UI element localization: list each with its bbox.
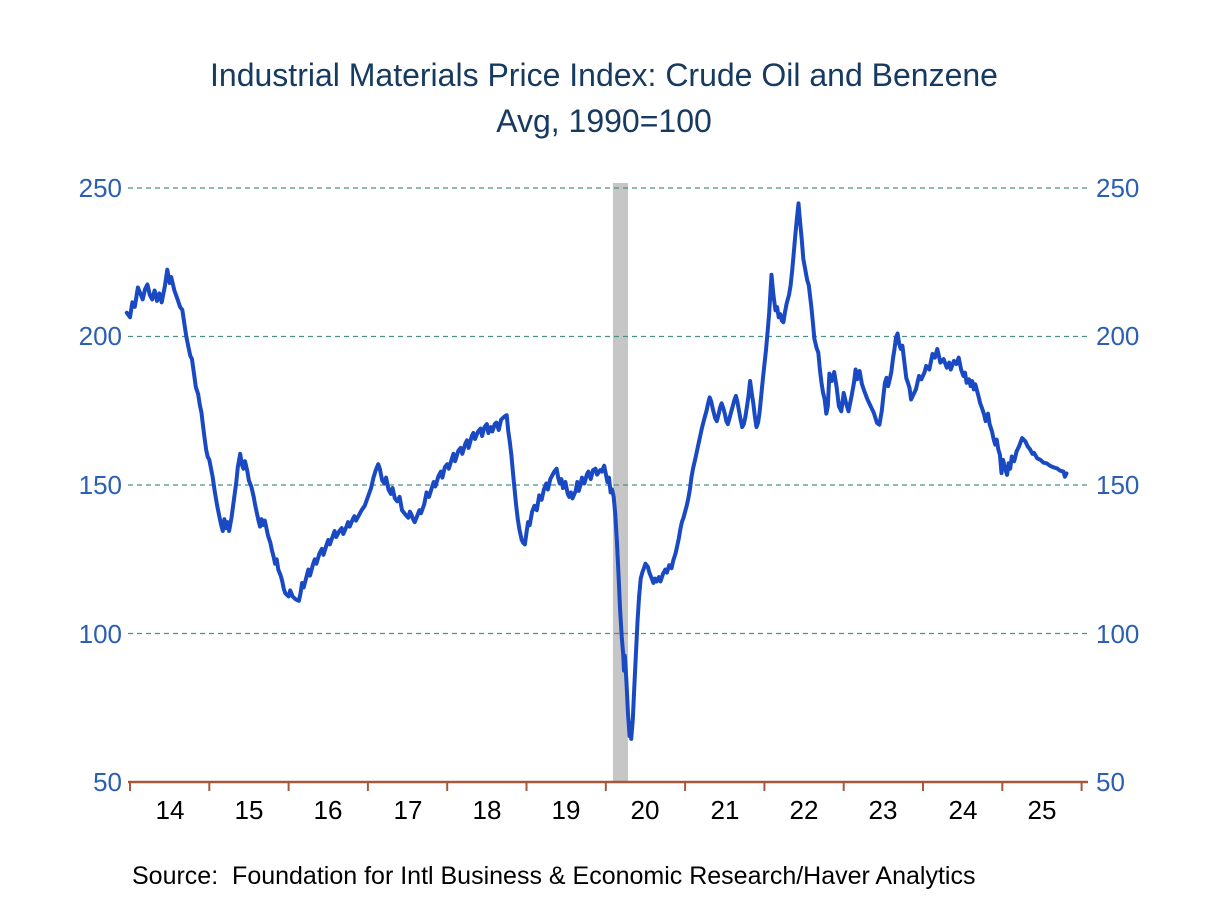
chart-title-line1: Industrial Materials Price Index: Crude … (210, 57, 998, 93)
x-axis-label-21: 21 (710, 795, 740, 825)
y-axis-label-right-250: 250 (1096, 173, 1140, 203)
x-axis-label-15: 15 (234, 795, 264, 825)
chart-title: Industrial Materials Price Index: Crude … (0, 52, 1208, 144)
y-axis-label-right-50: 50 (1096, 767, 1125, 797)
y-axis-label-left-250: 250 (78, 173, 122, 203)
x-axis-label-16: 16 (313, 795, 343, 825)
x-axis-label-23: 23 (868, 795, 898, 825)
y-axis-label-left-150: 150 (78, 470, 122, 500)
y-axis-label-left-200: 200 (78, 321, 122, 351)
x-axis-label-24: 24 (948, 795, 978, 825)
source-note: Source: Foundation for Intl Business & E… (132, 862, 976, 890)
x-axis-label-14: 14 (155, 795, 185, 825)
x-axis-label-25: 25 (1027, 795, 1057, 825)
chart-title-line2: Avg, 1990=100 (496, 103, 712, 139)
y-axis-label-right-100: 100 (1096, 619, 1140, 649)
y-axis-label-left-100: 100 (78, 619, 122, 649)
gridlines (128, 187, 1088, 635)
price-index-line (124, 201, 1069, 741)
x-axis-label-17: 17 (393, 795, 423, 825)
y-axis-label-right-150: 150 (1096, 470, 1140, 500)
y-axis-label-right-200: 200 (1096, 321, 1140, 351)
y-axis-label-left-50: 50 (93, 767, 122, 797)
x-axis-label-19: 19 (551, 795, 581, 825)
x-axis-label-20: 20 (630, 795, 660, 825)
x-axis-ticks (129, 782, 1083, 791)
x-axis-label-22: 22 (789, 795, 819, 825)
x-axis-label-18: 18 (472, 795, 502, 825)
recession-band (612, 183, 628, 782)
